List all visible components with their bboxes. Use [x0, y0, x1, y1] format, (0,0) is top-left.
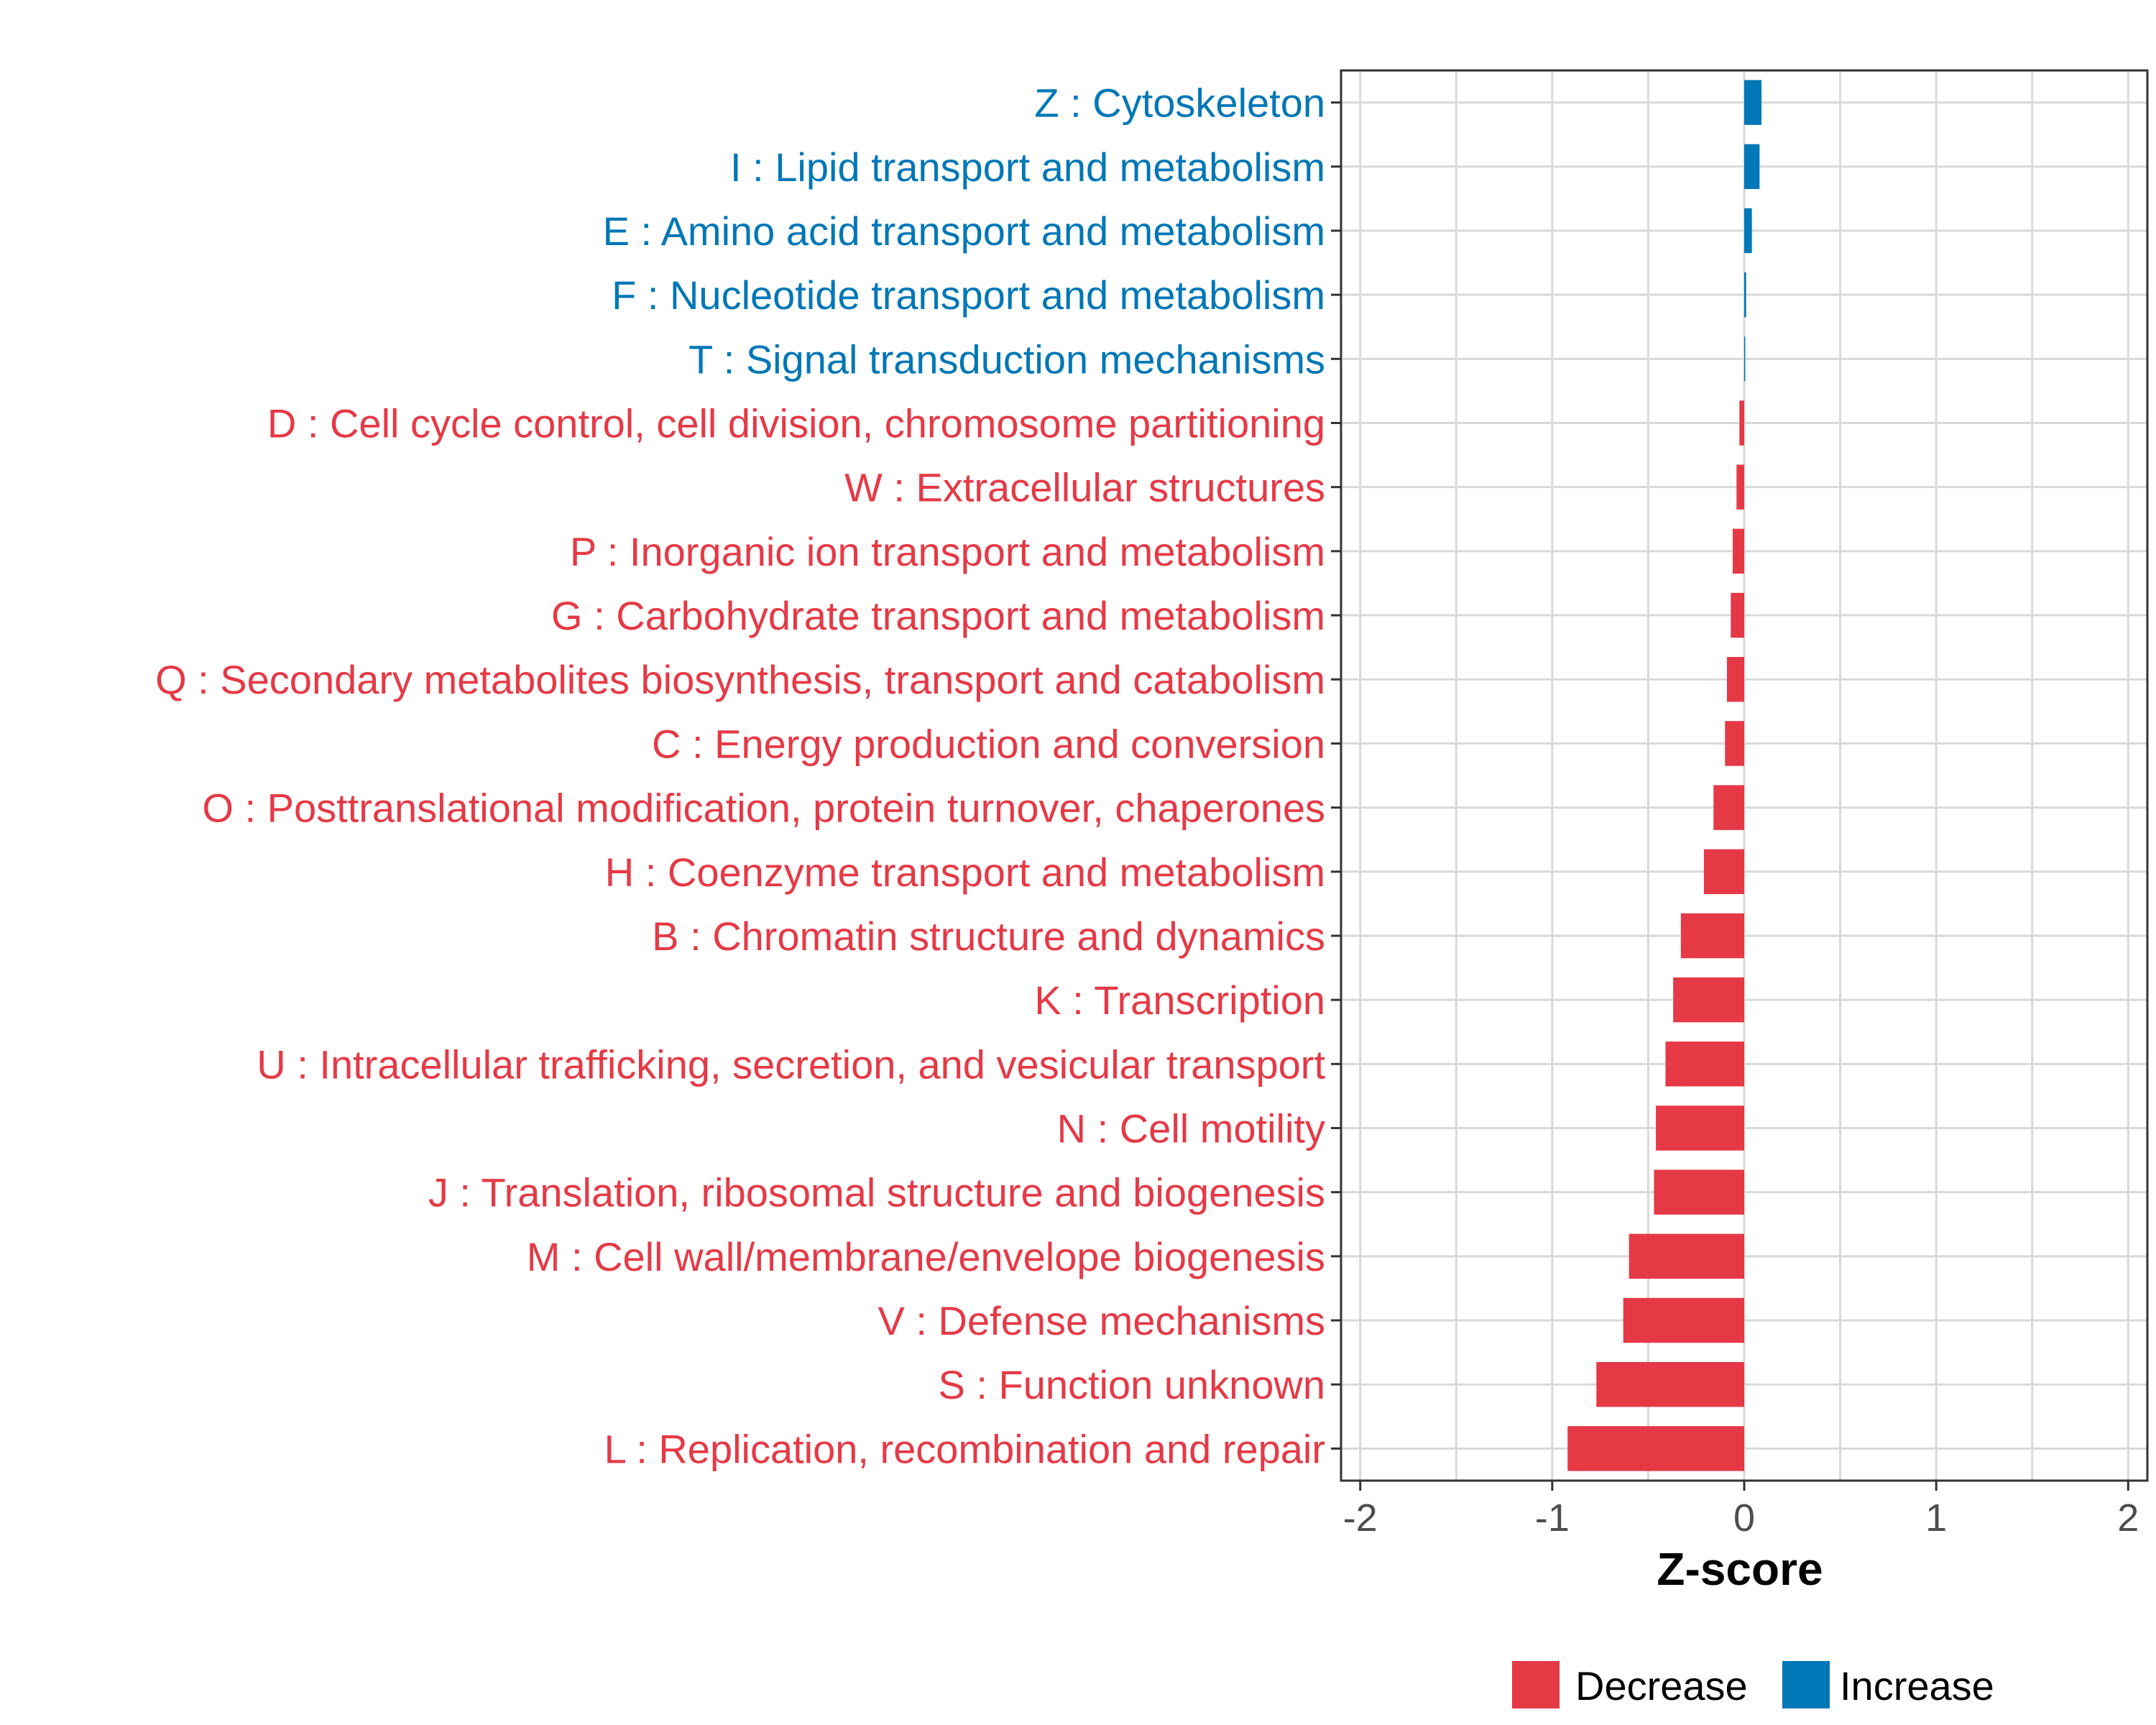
y-tick-label: N : Cell motility: [1057, 1106, 1325, 1151]
bar: [1567, 1426, 1744, 1471]
bar: [1732, 528, 1744, 574]
bar: [1739, 400, 1744, 446]
bar: [1731, 592, 1744, 638]
bar: [1744, 208, 1752, 254]
bar: [1736, 464, 1744, 510]
bar: [1713, 785, 1744, 830]
x-tick-label: 2: [2117, 1496, 2139, 1540]
bar: [1744, 144, 1760, 189]
y-tick-label: P : Inorganic ion transport and metaboli…: [570, 529, 1325, 574]
y-tick-label: J : Translation, ribosomal structure and…: [428, 1170, 1325, 1215]
bar: [1623, 1297, 1744, 1343]
bar: [1680, 913, 1744, 959]
y-tick-label: Q : Secondary metabolites biosynthesis, …: [155, 657, 1325, 702]
y-tick-label: K : Transcription: [1034, 978, 1325, 1023]
bar-layer: [1567, 80, 1762, 1471]
y-tick-label: M : Cell wall/membrane/envelope biogenes…: [527, 1234, 1325, 1279]
bar: [1665, 1041, 1744, 1087]
y-tick-label: O : Posttranslational modification, prot…: [202, 786, 1325, 831]
x-tick-label: 1: [1925, 1496, 1947, 1540]
bar: [1744, 336, 1746, 382]
x-tick-label: -2: [1343, 1496, 1378, 1540]
bar: [1596, 1362, 1744, 1407]
y-tick-label: B : Chromatin structure and dynamics: [652, 914, 1325, 959]
x-tick-label: 0: [1733, 1496, 1755, 1540]
bar: [1726, 657, 1744, 702]
y-tick-label: V : Defense mechanisms: [878, 1298, 1325, 1343]
y-tick-label: F : Nucleotide transport and metabolism: [612, 272, 1325, 318]
y-tick-label: W : Extracellular structures: [844, 465, 1325, 510]
x-axis-title: Z-score: [1657, 1543, 1823, 1595]
y-tick-layer: Z : Cytoskeleton I : Lipid transport and …: [155, 80, 1341, 1471]
legend: Decrease Increase: [1512, 1661, 1994, 1708]
y-tick-label: T : Signal transduction mechanisms: [688, 336, 1325, 382]
bar: [1628, 1233, 1744, 1279]
y-tick-label: S : Function unknown: [938, 1362, 1325, 1407]
y-tick-label: G : Carbohydrate transport and metabolis…: [551, 593, 1325, 638]
y-tick-label: H : Coenzyme transport and metabolism: [605, 850, 1325, 895]
y-tick-label: Z : Cytoskeleton: [1034, 80, 1325, 126]
x-tick-label: -1: [1535, 1496, 1570, 1540]
y-tick-label: U : Intracellular trafficking, secretion…: [257, 1041, 1325, 1087]
legend-swatch-decrease: [1512, 1661, 1560, 1708]
legend-label-decrease: Decrease: [1575, 1663, 1748, 1708]
bar: [1654, 1169, 1744, 1215]
bar: [1744, 80, 1762, 125]
x-tick-layer: -2 -1 0 1 2: [1343, 1481, 2139, 1540]
legend-swatch-increase: [1782, 1661, 1830, 1708]
bar: [1656, 1105, 1744, 1151]
bar: [1744, 272, 1746, 318]
y-tick-label: D : Cell cycle control, cell division, c…: [267, 401, 1325, 446]
y-tick-label: L : Replication, recombination and repai…: [604, 1426, 1325, 1471]
y-tick-label: I : Lipid transport and metabolism: [730, 144, 1325, 190]
bar: [1673, 977, 1744, 1023]
legend-label-increase: Increase: [1840, 1663, 1994, 1708]
y-tick-label: E : Amino acid transport and metabolism: [603, 208, 1325, 254]
y-tick-label: C : Energy production and conversion: [652, 721, 1325, 766]
bar: [1725, 721, 1744, 766]
bar: [1703, 849, 1744, 894]
